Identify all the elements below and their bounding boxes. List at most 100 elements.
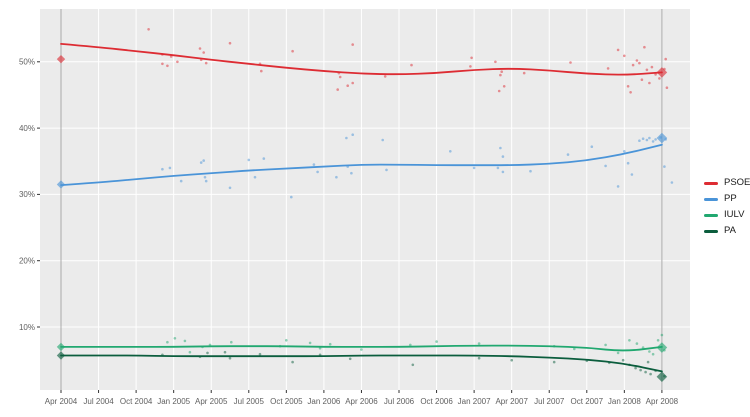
- poll-point-iulv: [656, 339, 660, 342]
- poll-point-psoe: [645, 68, 649, 72]
- poll-point-pp: [203, 175, 207, 179]
- poll-point-iulv: [308, 341, 312, 345]
- election-result-diamond-iulv: [656, 342, 668, 353]
- poll-point-psoe: [351, 43, 355, 46]
- y-tick-label: 50%: [19, 58, 35, 67]
- poll-point-pa: [646, 360, 650, 364]
- poll-point-psoe: [664, 57, 667, 61]
- poll-point-pp: [663, 165, 666, 168]
- poll-point-iulv: [435, 340, 438, 343]
- poll-point-pp: [350, 171, 353, 175]
- poll-point-pa: [206, 351, 209, 355]
- poll-point-psoe: [198, 47, 202, 50]
- poll-point-psoe: [351, 81, 355, 85]
- poll-point-psoe: [260, 69, 263, 73]
- poll-point-psoe: [147, 28, 150, 31]
- poll-point-pa: [634, 366, 637, 370]
- poll-point-pa: [411, 363, 415, 367]
- poll-point-psoe: [338, 75, 342, 79]
- poll-point-pp: [501, 170, 505, 174]
- poll-point-psoe: [346, 84, 350, 87]
- poll-point-psoe: [629, 91, 632, 94]
- x-tick-label: Jan 2008: [608, 397, 641, 406]
- x-tick-label: Oct 2004: [120, 397, 153, 406]
- poll-point-pp: [645, 138, 649, 142]
- poll-point-pp: [654, 138, 657, 141]
- poll-point-pp: [351, 133, 355, 136]
- poll-point-psoe: [499, 73, 502, 77]
- poll-point-pp: [590, 145, 594, 148]
- election-result-diamond-pp: [56, 180, 66, 189]
- election-result-diamond-pa: [56, 351, 66, 360]
- plot-panel: [40, 9, 690, 390]
- election-result-diamond-pp: [656, 132, 668, 144]
- election-result-diamond-psoe: [656, 67, 668, 78]
- poll-point-pp: [161, 167, 164, 171]
- x-tick-label: Jan 2005: [157, 397, 190, 406]
- legend-label: PP: [724, 193, 737, 204]
- poll-point-psoe: [658, 77, 661, 80]
- x-tick-label: Apr 2007: [495, 397, 528, 406]
- poll-point-pp: [202, 159, 205, 162]
- poll-point-pa: [291, 360, 294, 364]
- poll-point-pa: [644, 370, 647, 374]
- poll-point-psoe: [665, 86, 669, 89]
- legend-item-iulv: IULV: [704, 207, 750, 223]
- poll-point-iulv: [328, 342, 332, 346]
- poll-point-psoe: [410, 63, 413, 67]
- poll-point-psoe: [497, 89, 501, 93]
- poll-point-iulv: [409, 343, 412, 347]
- x-tick-label: Apr 2008: [646, 397, 679, 406]
- poll-point-psoe: [166, 64, 169, 68]
- poll-point-psoe: [606, 67, 610, 70]
- x-tick-label: Jan 2006: [307, 397, 340, 406]
- poll-point-psoe: [635, 59, 639, 62]
- poll-point-psoe: [383, 75, 387, 78]
- poll-point-psoe: [161, 62, 164, 66]
- poll-point-psoe: [228, 41, 232, 45]
- poll-point-pp: [641, 137, 645, 140]
- poll-point-pp: [604, 164, 607, 168]
- poll-point-pp: [262, 157, 266, 160]
- poll-point-pp: [247, 158, 251, 162]
- poll-point-pp: [228, 186, 232, 190]
- legend-swatch-iulv: [704, 213, 718, 217]
- poll-point-iulv: [573, 347, 576, 351]
- legend-label: PA: [724, 225, 736, 236]
- poll-point-pa: [228, 356, 232, 360]
- legend-label: PSOE: [724, 177, 750, 188]
- poll-point-iulv: [660, 333, 664, 337]
- poll-point-psoe: [640, 78, 644, 81]
- poll-point-pp: [472, 166, 476, 170]
- poll-point-pp: [449, 150, 452, 153]
- legend-swatch-psoe: [704, 181, 718, 185]
- trend-line-pp: [60, 143, 663, 186]
- poll-point-psoe: [650, 65, 654, 69]
- poll-point-pp: [253, 175, 257, 179]
- poll-point-pa: [552, 360, 556, 364]
- poll-point-iulv: [360, 348, 363, 351]
- legend-item-pa: PA: [704, 223, 750, 239]
- poll-point-psoe: [631, 63, 635, 67]
- x-tick-label: Jul 2007: [534, 397, 565, 406]
- legend-swatch-pp: [704, 197, 718, 201]
- trend-line-iulv: [60, 344, 663, 352]
- poll-point-iulv: [166, 340, 169, 344]
- poll-point-pp: [496, 166, 500, 170]
- election-result-diamond-psoe: [56, 54, 66, 64]
- poll-point-iulv: [285, 339, 288, 342]
- legend-item-psoe: PSOE: [704, 175, 750, 191]
- legend-item-pp: PP: [704, 191, 750, 207]
- poll-point-iulv: [173, 337, 177, 340]
- poll-point-psoe: [494, 60, 497, 64]
- poll-point-pa: [223, 350, 227, 354]
- poll-point-pp: [168, 166, 172, 170]
- poll-point-iulv: [616, 351, 620, 355]
- x-tick-label: Jul 2006: [384, 397, 415, 406]
- poll-point-pp: [529, 169, 532, 173]
- poll-point-pa: [348, 357, 352, 361]
- trend-line-pa: [60, 354, 663, 373]
- poll-point-psoe: [569, 61, 572, 64]
- election-result-diamond-pa: [656, 371, 668, 383]
- poll-point-psoe: [500, 70, 504, 73]
